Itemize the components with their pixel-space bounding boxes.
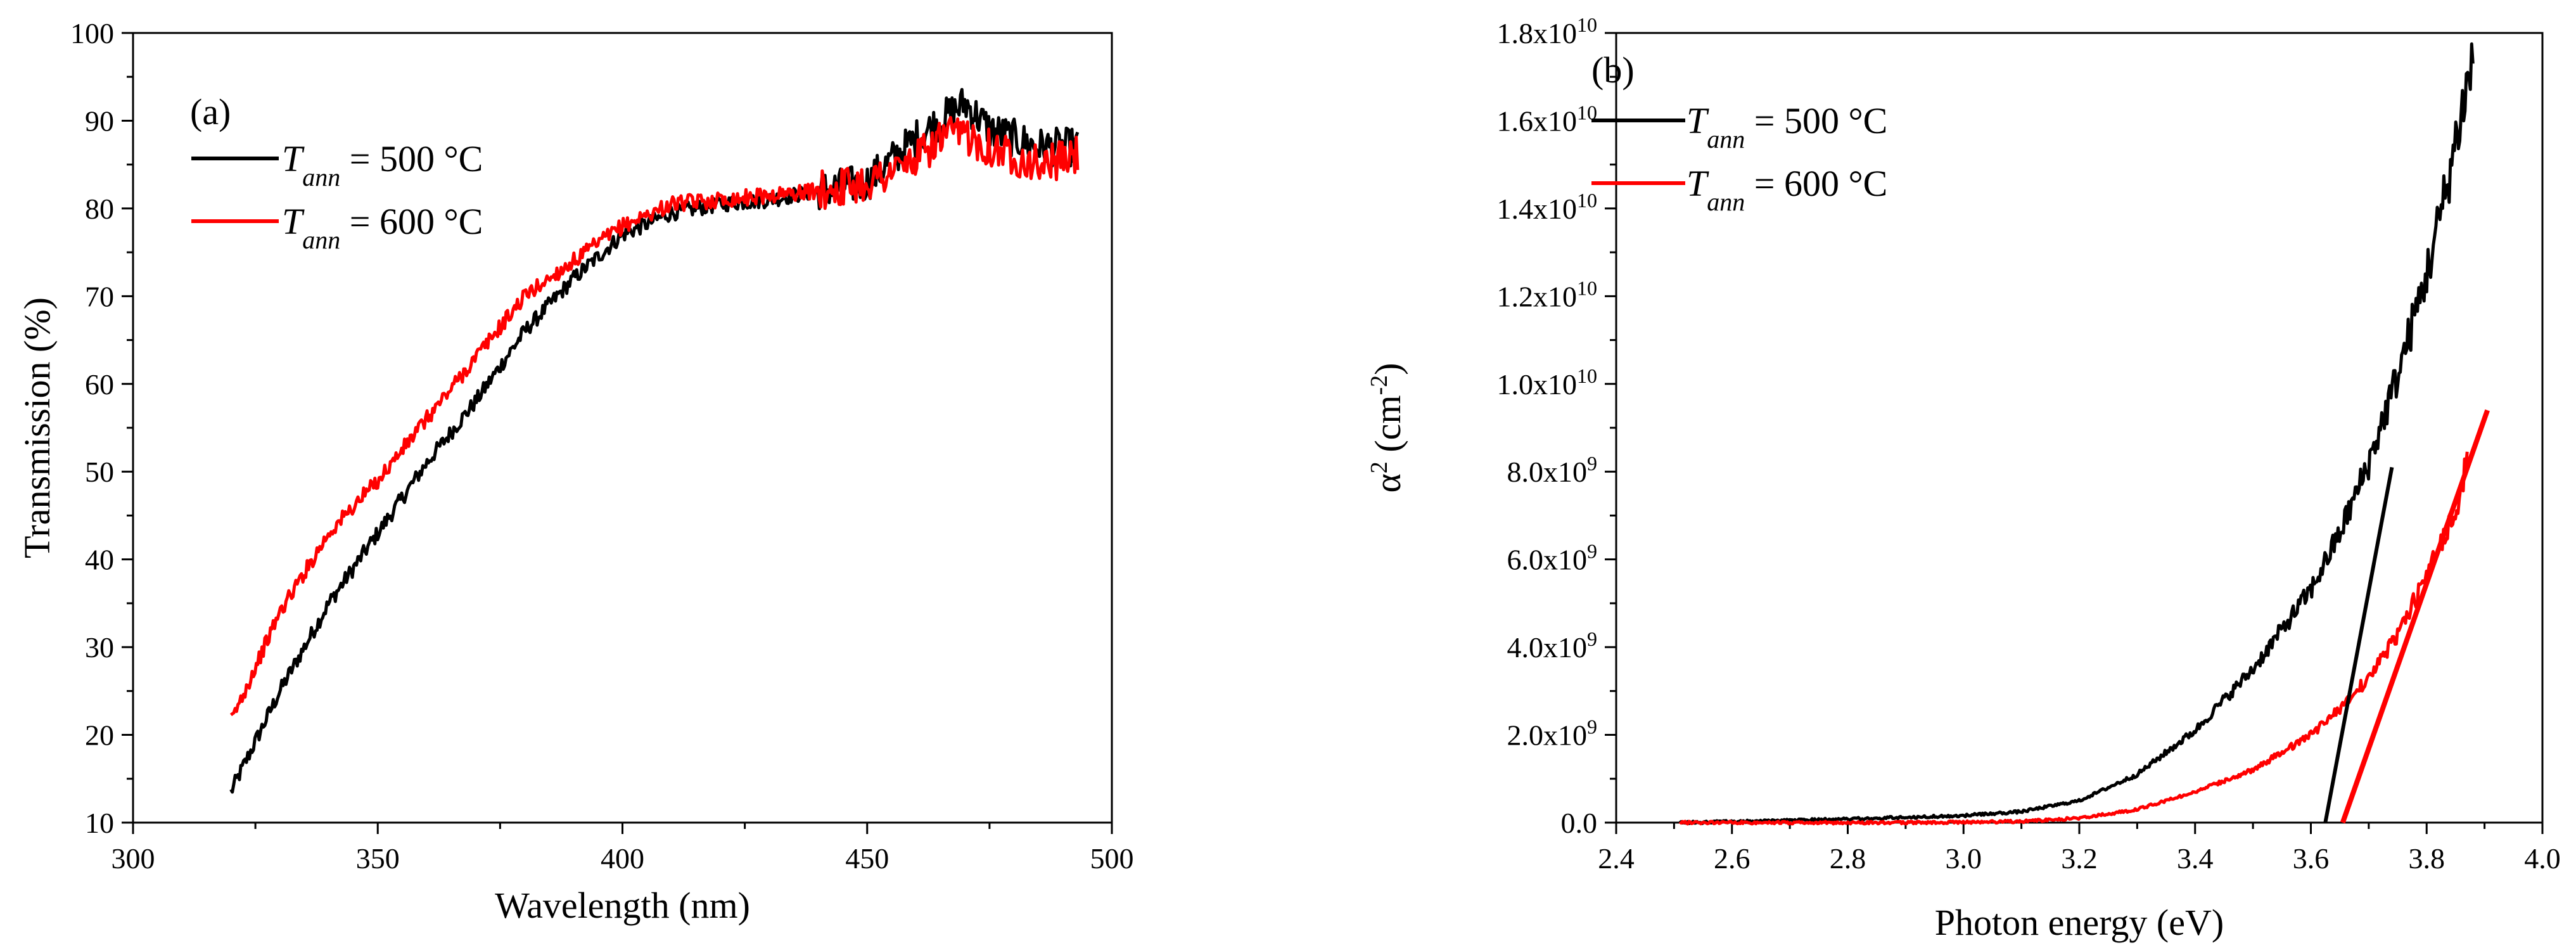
panel-b-x-tick-label: 3.4	[2177, 842, 2214, 875]
panel-b-plot-area: 2.4 2.6 2.8 3.0 3.2 3.4 3.6 3.8 4.0 0.0 2.0x109 4.0…	[1497, 13, 2561, 875]
panel-b-series-line-1	[1679, 42, 2475, 825]
panel-a-x-tick-label: 350	[356, 842, 400, 875]
panel-a-legend-label-1: Tann = 500 °C	[282, 138, 483, 191]
panel-b-x-tick-label: 4.0	[2524, 842, 2561, 875]
panel-a-x-tick-label: 300	[112, 842, 155, 875]
panel-b-x-tick-label: 2.6	[1714, 842, 1750, 875]
panel-b-label: (b)	[1591, 49, 1635, 91]
panel-b-y-tick-label: 1.2x1010	[1497, 276, 1598, 312]
panel-b-y-tick-label: 4.0x109	[1507, 627, 1598, 664]
panel-a-y-tick-label: 10	[85, 807, 114, 839]
panel-a-series-line-1	[229, 87, 1080, 794]
panel-a-y-tick-label: 80	[85, 193, 114, 225]
panel-a-label: (a)	[190, 91, 231, 132]
panel-b-tauc-fit-line-2	[2340, 409, 2490, 824]
panel-b-x-tick-label: 2.8	[1830, 842, 1866, 875]
panel-b-series-line-2	[1678, 451, 2469, 826]
panel-a-x-tick-label: 500	[1090, 842, 1134, 875]
panel-b-y-tick-label: 8.0x109	[1507, 452, 1598, 488]
panel-b-x-tick-label: 3.0	[1946, 842, 1982, 875]
y-axis-title-mid: (cm	[1367, 395, 1408, 461]
panel-a-legend-label-2: Tann = 600 °C	[282, 201, 483, 254]
panel-b-x-tick-label: 3.8	[2409, 842, 2445, 875]
panel-b-x-tick-label: 3.2	[2061, 842, 2098, 875]
panel-a-transmission-chart: 300 350 400 450 500 10 20 30 40 50 60 70 80 90 100 Tann…	[16, 17, 1134, 926]
panel-b-y-tick-label: 1.4x1010	[1497, 189, 1598, 225]
panel-a-y-tick-label: 40	[85, 544, 114, 576]
panel-a-x-tick-label: 450	[845, 842, 889, 875]
panel-b-y-tick-label: 2.0x109	[1507, 716, 1598, 752]
panel-a-y-tick-label: 30	[85, 631, 114, 664]
panel-a-y-axis-title: Transmission (%)	[16, 297, 58, 558]
panel-b-x-tick-label: 3.6	[2293, 842, 2330, 875]
y-axis-title-end: )	[1367, 363, 1408, 375]
panel-b-y-tick-label: 1.8x1010	[1497, 13, 1598, 49]
panel-b-tauc-fit-line-1	[2323, 466, 2394, 823]
panel-b-legend-label-2: Tann = 600 °C	[1687, 163, 1887, 216]
panel-a-x-axis-title: Wavelength (nm)	[495, 885, 750, 926]
panel-a-y-tick-label: 50	[85, 456, 114, 488]
panel-a-frame	[132, 32, 1113, 824]
y-axis-title-sup2: -2	[1366, 375, 1393, 395]
panel-a-y-tick-label: 70	[85, 280, 114, 312]
panel-a-y-tick-label: 60	[85, 368, 114, 401]
panel-b-y-axis-title: α2 (cm-2)	[1366, 363, 1408, 492]
panel-b-legend-label-1: Tann = 500 °C	[1687, 100, 1887, 153]
panel-b-y-tick-label: 0.0	[1561, 807, 1598, 839]
panel-a-y-tick-label: 100	[70, 17, 114, 49]
y-axis-title-base: α	[1367, 473, 1408, 492]
panel-b-y-tick-label: 1.6x1010	[1497, 101, 1598, 137]
panel-b-y-tick-label: 6.0x109	[1507, 540, 1598, 576]
panel-b-absorption-chart: 2.4 2.6 2.8 3.0 3.2 3.4 3.6 3.8 4.0 0.0 2.0x109 4.0…	[1366, 13, 2561, 943]
y-axis-title-sup: 2	[1366, 461, 1393, 473]
panel-a-y-tick-label: 90	[85, 105, 114, 137]
panel-b-x-axis-title: Photon energy (eV)	[1935, 902, 2224, 943]
panel-b-x-tick-label: 2.4	[1598, 842, 1635, 875]
panel-a-plot-area: 300 350 400 450 500 10 20 30 40 50 60 70 80 90 100 Tann…	[70, 17, 1134, 875]
panel-a-y-tick-label: 20	[85, 719, 114, 752]
panel-a-x-tick-label: 400	[601, 842, 644, 875]
panel-b-y-tick-label: 1.0x1010	[1497, 364, 1598, 401]
panel-a-series-line-2	[229, 115, 1080, 717]
panel-b-frame	[1615, 32, 2544, 824]
